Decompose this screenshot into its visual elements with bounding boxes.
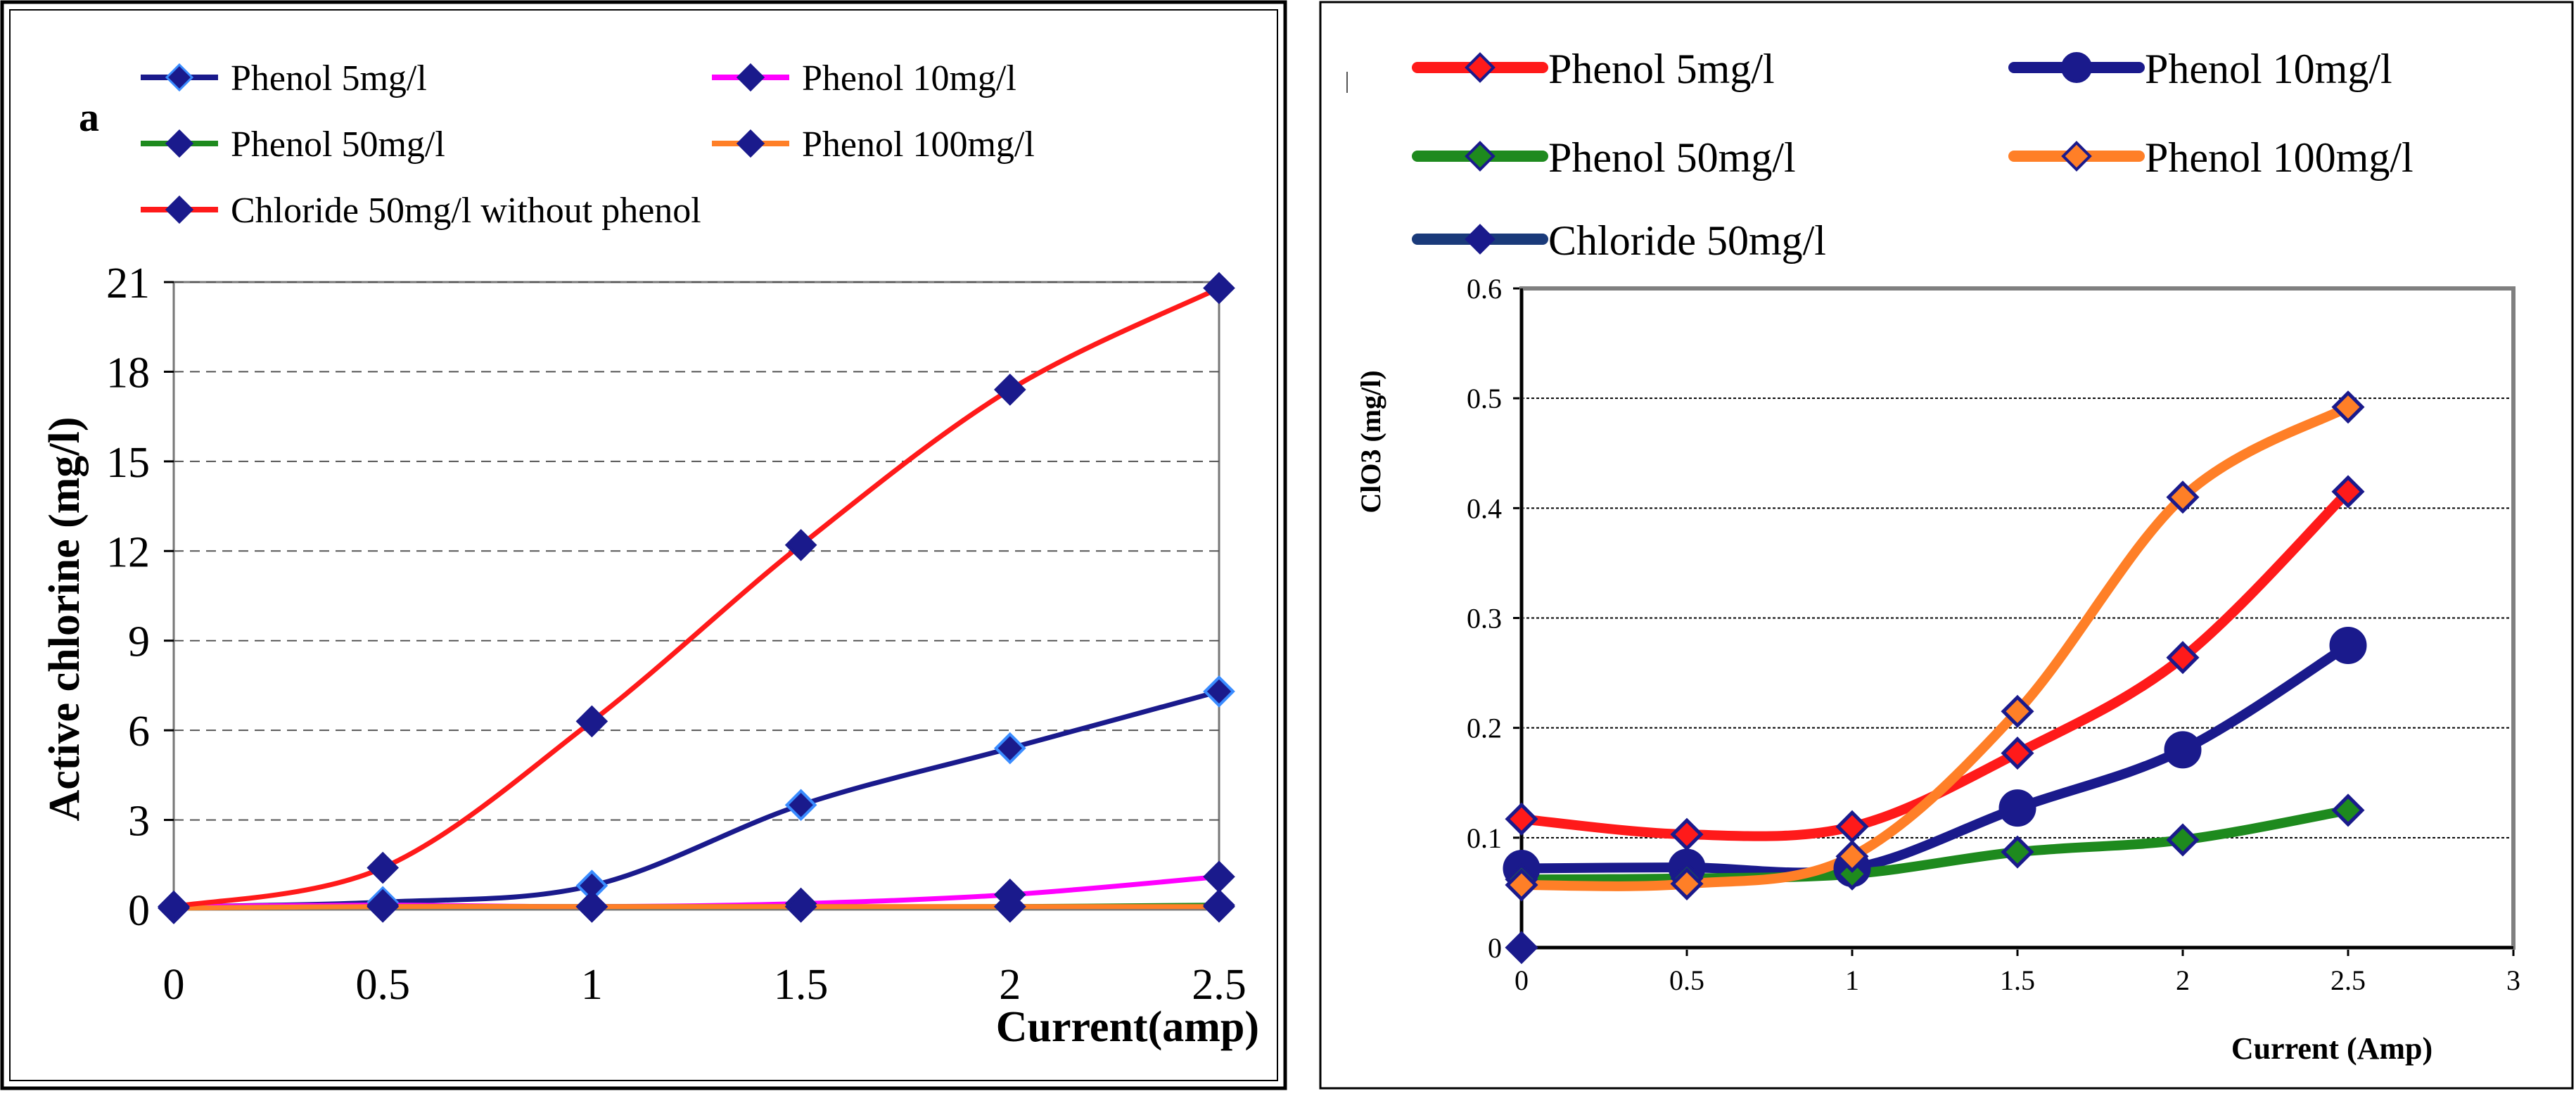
data-point [2001,694,2034,728]
legend-label: Phenol 50mg/l [231,125,445,165]
x-axis-label: Current (Amp) [2231,1031,2432,1066]
data-point [784,528,817,561]
x-tick-label: 2 [2176,964,2190,996]
legend-label: Phenol 100mg/l [802,125,1035,165]
legend-marker [1465,141,1496,172]
y-tick-label: 3 [128,798,150,846]
x-tick-label: 2 [999,961,1021,1009]
data-point [2164,731,2202,769]
legend-label: Phenol 5mg/l [1548,46,1775,92]
data-point [2166,480,2200,514]
data-point [1835,857,1869,891]
data-point [993,890,1026,923]
legend-marker [165,195,194,224]
data-point [2166,641,2200,675]
data-point [2331,390,2365,424]
y-tick-label: 15 [106,439,150,487]
legend-marker [2061,141,2092,172]
legend-marker [736,129,765,158]
y-tick-label: 9 [128,618,150,666]
x-axis-label: Current(amp) [996,1003,1259,1051]
x-tick-label: 1 [581,961,603,1009]
x-tick-label: 2.5 [2330,964,2366,996]
y-tick-label: 0.1 [1467,822,1502,854]
legend-label: Phenol 10mg/l [802,58,1016,98]
y-tick-label: 21 [106,260,150,307]
data-point [993,732,1026,765]
legend-label: Chloride 50mg/l without phenol [231,191,701,231]
y-tick-label: 6 [128,708,150,756]
data-point [158,890,190,923]
y-tick-label: 18 [106,349,150,397]
x-tick-label: 1.5 [774,961,829,1009]
data-point [1998,789,2036,827]
series-line [1517,805,2353,885]
x-tick-label: 1.5 [2000,964,2035,996]
data-point [1203,890,1235,923]
y-tick-label: 0.5 [1467,383,1502,414]
legend-marker [2061,52,2092,83]
data-point [2331,794,2365,827]
data-point [2166,823,2200,857]
data-point [1505,802,1538,836]
legend-label: Phenol 100mg/l [2145,134,2414,181]
x-tick-label: 1 [1845,964,1859,996]
x-tick-label: 0 [1515,964,1529,996]
legend-label: Chloride 50mg/l [1548,217,1826,264]
data-point [1203,675,1235,708]
y-tick-label: 0.6 [1467,273,1502,305]
data-point [366,890,400,923]
data-point [784,890,817,923]
panel-b-chart: 0 0.1 0.2 0.3 0.4 0.5 0.6 0 0.5 1 1.5 2 2.5 3 Current … [1346,46,2520,1066]
data-point [1505,868,1538,902]
data-point [1203,272,1235,305]
legend-label: Phenol 5mg/l [231,58,427,98]
y-tick-label: 0.2 [1467,713,1502,744]
legend-marker [165,129,194,158]
data-point [366,851,400,884]
x-tick-label: 2.5 [1192,961,1246,1009]
data-point [575,705,608,738]
series-line [1517,640,2353,878]
data-point [784,789,817,822]
y-axis-label: Active chlorine (mg/l) [41,416,89,821]
data-point [993,374,1026,406]
y-tick-label: 12 [106,528,150,576]
x-tick-label: 0.5 [1669,964,1704,996]
series-line [173,286,1220,910]
data-point [2001,737,2034,770]
y-tick-label: 0 [1488,932,1502,964]
legend-marker [165,63,194,92]
y-tick-label: 0.3 [1467,603,1502,635]
panel-a-inner-frame [9,9,1278,1081]
legend-label: Phenol 50mg/l [1548,134,1796,181]
data-point [2329,627,2367,665]
data-point [2331,475,2365,509]
x-tick-label: 0 [163,961,185,1009]
legend-marker [736,63,765,92]
data-point [1505,931,1538,964]
panel-letter: a [79,94,99,140]
legend-marker [1465,52,1496,83]
data-point [1835,839,1869,873]
data-point [1670,867,1704,900]
x-tick-label: 3 [2506,964,2520,996]
y-tick-label: 0 [128,887,150,935]
y-tick-label: 0.4 [1467,492,1502,524]
x-tick-label: 0.5 [355,961,410,1009]
data-point [1670,817,1704,851]
legend-marker [1465,224,1496,255]
y-axis-label: ClO3 (mg/l) [1355,370,1386,513]
panel-b-frame [1319,1,2574,1090]
data-point [2001,835,2034,869]
series-line [173,904,1219,911]
data-point [575,890,608,923]
legend-label: Phenol 10mg/l [2145,46,2392,92]
